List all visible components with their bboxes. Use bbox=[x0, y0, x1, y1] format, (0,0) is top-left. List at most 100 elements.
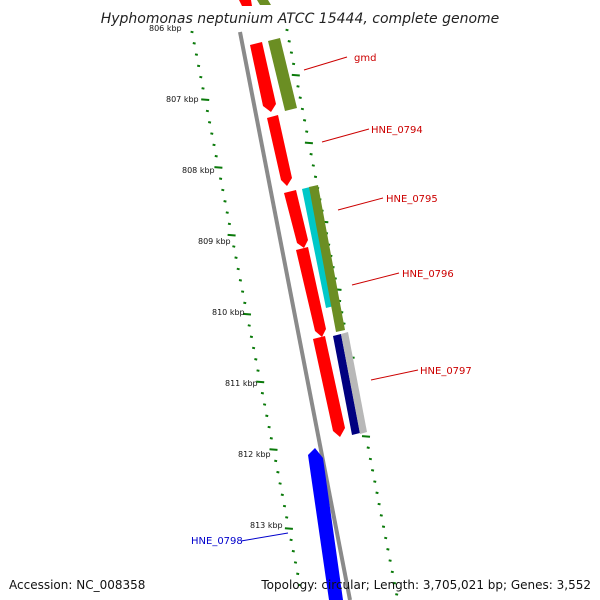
inner-track-tick-44 bbox=[381, 525, 386, 528]
inner-track-tick-49 bbox=[392, 581, 397, 585]
inner-track-tick-45 bbox=[384, 536, 388, 540]
gene-feature-top-olive[interactable] bbox=[257, 0, 271, 5]
inner-track-tick-38 bbox=[368, 457, 373, 461]
outer-track-tick-47 bbox=[293, 561, 298, 564]
outer-track-tick-48 bbox=[296, 572, 300, 576]
inner-track-tick-12 bbox=[311, 164, 315, 167]
outer-track-tick-18 bbox=[227, 233, 236, 237]
inner-track-tick-0 bbox=[285, 28, 289, 32]
gene-feature-gray[interactable] bbox=[341, 332, 367, 434]
leader-line-hne0794 bbox=[321, 128, 370, 143]
inner-track-tick-10 bbox=[304, 141, 313, 145]
gene-features bbox=[239, 0, 367, 600]
inner-track-tick-37 bbox=[366, 446, 370, 449]
topology-summary: Topology: circular; Length: 3,705,021 bp… bbox=[261, 578, 591, 592]
outer-track-tick-41 bbox=[280, 493, 284, 497]
inner-track-tick-9 bbox=[305, 130, 309, 133]
leader-line-hne0797 bbox=[370, 369, 419, 381]
outer-track-tick-25 bbox=[242, 312, 252, 316]
gene-label-hne0798[interactable]: HNE_0798 bbox=[191, 536, 243, 547]
outer-track-tick-23 bbox=[240, 290, 245, 293]
outer-track-tick-27 bbox=[249, 335, 254, 339]
outer-track-tick-0 bbox=[190, 30, 194, 34]
inner-track-tick-43 bbox=[379, 514, 383, 517]
outer-track-tick-29 bbox=[254, 358, 258, 361]
gene-feature-hne0795[interactable] bbox=[284, 190, 308, 248]
outer-track-tick-31 bbox=[256, 380, 265, 384]
leader-line-hne0798 bbox=[240, 532, 289, 542]
inner-track-tick-41 bbox=[375, 491, 379, 495]
gene-label-hne0795[interactable]: HNE_0795 bbox=[386, 194, 438, 205]
outer-track-tick-43 bbox=[285, 516, 289, 519]
outer-track-tick-37 bbox=[269, 448, 278, 451]
kbp-scale: 806 kbp 807 kbp 808 kbp 809 kbp 810 kbp … bbox=[149, 24, 283, 530]
inner-track-tick-8 bbox=[302, 119, 307, 122]
outer-track-tick-39 bbox=[276, 470, 280, 474]
gene-feature-hne0796[interactable] bbox=[296, 247, 326, 337]
outer-track-tick-1 bbox=[192, 42, 196, 45]
leader-line-hne0796 bbox=[351, 272, 400, 286]
gene-label-gmd[interactable]: gmd bbox=[354, 53, 376, 64]
outer-track-tick-30 bbox=[256, 369, 260, 372]
accession-label: Accession: NC_008358 bbox=[9, 578, 146, 592]
inner-track-tick-40 bbox=[373, 480, 377, 483]
outer-track-tick-21 bbox=[236, 267, 240, 271]
outer-track-tick-34 bbox=[265, 414, 269, 418]
outer-track-tick-22 bbox=[238, 279, 243, 282]
outer-track-tick-40 bbox=[278, 482, 282, 485]
inner-track-tick-11 bbox=[309, 152, 313, 156]
outer-track-tick-2 bbox=[194, 53, 199, 56]
gene-feature-olive-1[interactable] bbox=[268, 38, 297, 111]
outer-track-tick-10 bbox=[212, 143, 216, 147]
kbp-label-812: 812 kbp bbox=[238, 450, 271, 459]
inner-track-tick-5 bbox=[296, 85, 300, 88]
genome-title: Hyphomonas neptunium ATCC 15444, complet… bbox=[101, 11, 500, 27]
inner-track-tick-3 bbox=[291, 62, 296, 66]
outer-tick-track bbox=[190, 30, 302, 587]
outer-track-tick-26 bbox=[247, 324, 251, 327]
gene-labels: gmd HNE_0794 HNE_0795 HNE_0796 HNE_0797 … bbox=[191, 53, 472, 547]
outer-track-tick-17 bbox=[227, 222, 232, 226]
inner-track-tick-13 bbox=[313, 175, 318, 179]
gene-feature-hne0794[interactable] bbox=[267, 115, 292, 186]
inner-tick-track bbox=[285, 28, 399, 596]
inner-track-tick-36 bbox=[361, 435, 371, 438]
gene-feature-hne0798[interactable] bbox=[308, 448, 343, 600]
outer-track-tick-28 bbox=[251, 346, 256, 350]
outer-track-tick-19 bbox=[232, 245, 236, 248]
outer-track-tick-32 bbox=[260, 391, 265, 395]
outer-track-tick-35 bbox=[267, 425, 271, 429]
gene-label-hne0796[interactable]: HNE_0796 bbox=[402, 269, 454, 280]
outer-track-tick-13 bbox=[218, 177, 223, 180]
outer-track-tick-9 bbox=[210, 132, 214, 135]
kbp-label-813: 813 kbp bbox=[250, 521, 283, 530]
outer-track-tick-11 bbox=[214, 154, 218, 158]
outer-track-tick-38 bbox=[274, 459, 278, 463]
gene-feature-navy[interactable] bbox=[333, 334, 360, 435]
inner-track-tick-2 bbox=[289, 51, 294, 54]
gene-feature-olive-2[interactable] bbox=[309, 185, 345, 332]
gene-label-hne0797[interactable]: HNE_0797 bbox=[420, 366, 472, 377]
genome-backbone bbox=[238, 31, 352, 600]
outer-track-tick-6 bbox=[201, 98, 210, 101]
outer-track-tick-15 bbox=[223, 200, 227, 203]
gene-feature-top-red[interactable] bbox=[239, 0, 252, 6]
outer-track-tick-49 bbox=[298, 583, 302, 587]
outer-track-tick-14 bbox=[221, 188, 225, 192]
kbp-label-811: 811 kbp bbox=[225, 379, 258, 388]
inner-track-tick-1 bbox=[287, 40, 291, 43]
gene-label-hne0794[interactable]: HNE_0794 bbox=[371, 125, 423, 136]
inner-track-tick-4 bbox=[291, 73, 300, 77]
leader-line-gmd bbox=[303, 56, 348, 71]
inner-track-tick-47 bbox=[388, 559, 392, 562]
inner-track-tick-42 bbox=[377, 502, 381, 506]
outer-track-tick-33 bbox=[262, 403, 267, 406]
gene-feature-gmd[interactable] bbox=[250, 42, 276, 112]
outer-track-tick-3 bbox=[196, 64, 201, 68]
kbp-label-810: 810 kbp bbox=[212, 308, 245, 317]
kbp-label-807: 807 kbp bbox=[166, 95, 199, 104]
gene-feature-hne0797[interactable] bbox=[313, 336, 345, 437]
outer-track-tick-44 bbox=[284, 527, 293, 530]
